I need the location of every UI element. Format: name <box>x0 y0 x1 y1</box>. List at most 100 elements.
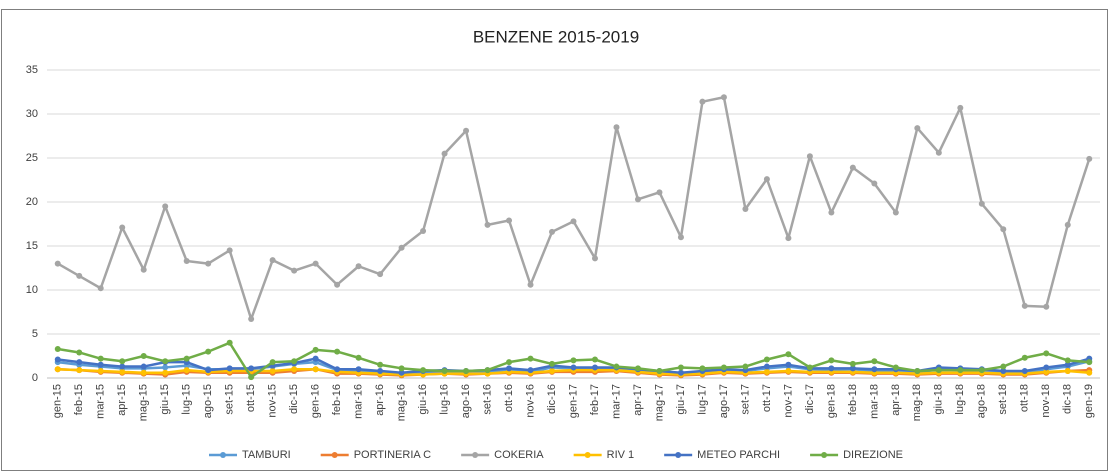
x-tick-label: ago-18 <box>976 384 988 418</box>
data-point <box>828 357 835 364</box>
data-point <box>140 266 147 273</box>
data-point <box>699 98 706 105</box>
data-point <box>527 367 534 374</box>
data-point <box>849 164 856 171</box>
data-point <box>312 366 319 373</box>
x-tick-label: giu-18 <box>933 384 945 415</box>
data-point <box>355 263 362 270</box>
data-point <box>763 356 770 363</box>
data-point <box>183 257 190 264</box>
data-point <box>248 316 255 323</box>
data-point <box>463 367 470 374</box>
data-point <box>269 257 276 264</box>
data-point <box>1064 361 1071 368</box>
data-point <box>570 364 577 371</box>
y-tick-label: 10 <box>26 284 38 296</box>
data-point <box>54 366 61 373</box>
data-point <box>1043 350 1050 357</box>
y-tick-label: 15 <box>26 240 38 252</box>
data-point <box>742 206 749 213</box>
data-point <box>828 209 835 216</box>
data-point <box>634 196 641 203</box>
legend-marker <box>821 452 828 458</box>
legend-item: COKERIA <box>461 449 544 461</box>
data-point <box>806 364 813 371</box>
data-point <box>97 367 104 374</box>
legend-marker <box>584 452 591 458</box>
data-point <box>334 348 341 355</box>
data-point <box>677 234 684 241</box>
legend-item: PORTINERIA C <box>320 449 431 461</box>
data-point <box>269 359 276 366</box>
data-point <box>1000 367 1007 374</box>
data-point <box>398 365 405 372</box>
data-point <box>484 367 491 374</box>
data-point <box>377 361 384 368</box>
data-point <box>720 364 727 371</box>
x-tick-label: ago-15 <box>202 384 214 418</box>
x-tick-label: feb-17 <box>589 384 601 415</box>
data-point <box>806 153 813 160</box>
data-point <box>76 367 83 374</box>
x-tick-label: apr-15 <box>116 384 128 416</box>
data-point <box>398 369 405 376</box>
data-point <box>506 359 513 366</box>
x-tick-label: mag-17 <box>653 384 665 421</box>
data-point <box>420 367 427 374</box>
data-point <box>119 368 126 375</box>
data-point <box>570 357 577 364</box>
data-point <box>162 203 169 210</box>
y-tick-label: 0 <box>32 372 38 384</box>
x-tick-label: giu-15 <box>159 384 171 415</box>
x-tick-label: mar-17 <box>610 384 622 419</box>
x-tick-label: nov-18 <box>1040 384 1052 418</box>
x-tick-label: set-15 <box>224 384 236 415</box>
x-tick-label: giu-17 <box>675 384 687 415</box>
data-point <box>119 358 126 365</box>
data-point <box>119 363 126 370</box>
data-point <box>871 358 878 365</box>
data-point <box>441 150 448 157</box>
legend-label: RIV 1 <box>607 449 635 461</box>
chart-frame <box>1 9 1108 471</box>
data-point <box>634 365 641 372</box>
data-point <box>140 369 147 376</box>
data-point <box>54 345 61 352</box>
x-tick-label: lug-16 <box>438 384 450 415</box>
data-point <box>527 355 534 362</box>
legend-label: DIREZIONE <box>843 449 903 461</box>
legend-item: METEO PARCHI <box>664 449 780 461</box>
legend-label: PORTINERIA C <box>354 449 431 461</box>
data-point <box>591 255 598 262</box>
data-point <box>226 247 233 254</box>
data-point <box>291 267 298 274</box>
data-point <box>1064 367 1071 374</box>
data-point <box>119 224 126 231</box>
data-point <box>935 149 942 156</box>
data-point <box>978 200 985 207</box>
data-point <box>205 367 212 374</box>
data-point <box>720 94 727 101</box>
x-tick-label: mag-16 <box>395 384 407 421</box>
y-tick-label: 35 <box>26 64 38 76</box>
data-point <box>291 358 298 365</box>
data-point <box>54 356 61 363</box>
x-tick-label: nov-16 <box>524 384 536 418</box>
chart-title: BENZENE 2015-2019 <box>473 27 639 46</box>
y-tick-label: 20 <box>26 196 38 208</box>
data-point <box>420 228 427 235</box>
data-point <box>892 209 899 216</box>
data-point <box>849 365 856 372</box>
data-point <box>226 365 233 372</box>
data-point <box>1043 364 1050 371</box>
data-point <box>506 365 513 372</box>
x-tick-label: nov-15 <box>267 384 279 418</box>
data-point <box>205 348 212 355</box>
data-point <box>591 356 598 363</box>
x-tick-label: apr-18 <box>890 384 902 416</box>
data-point <box>1043 303 1050 310</box>
legend-item: DIREZIONE <box>810 449 903 461</box>
x-tick-label: lug-18 <box>954 384 966 415</box>
data-point <box>570 218 577 225</box>
